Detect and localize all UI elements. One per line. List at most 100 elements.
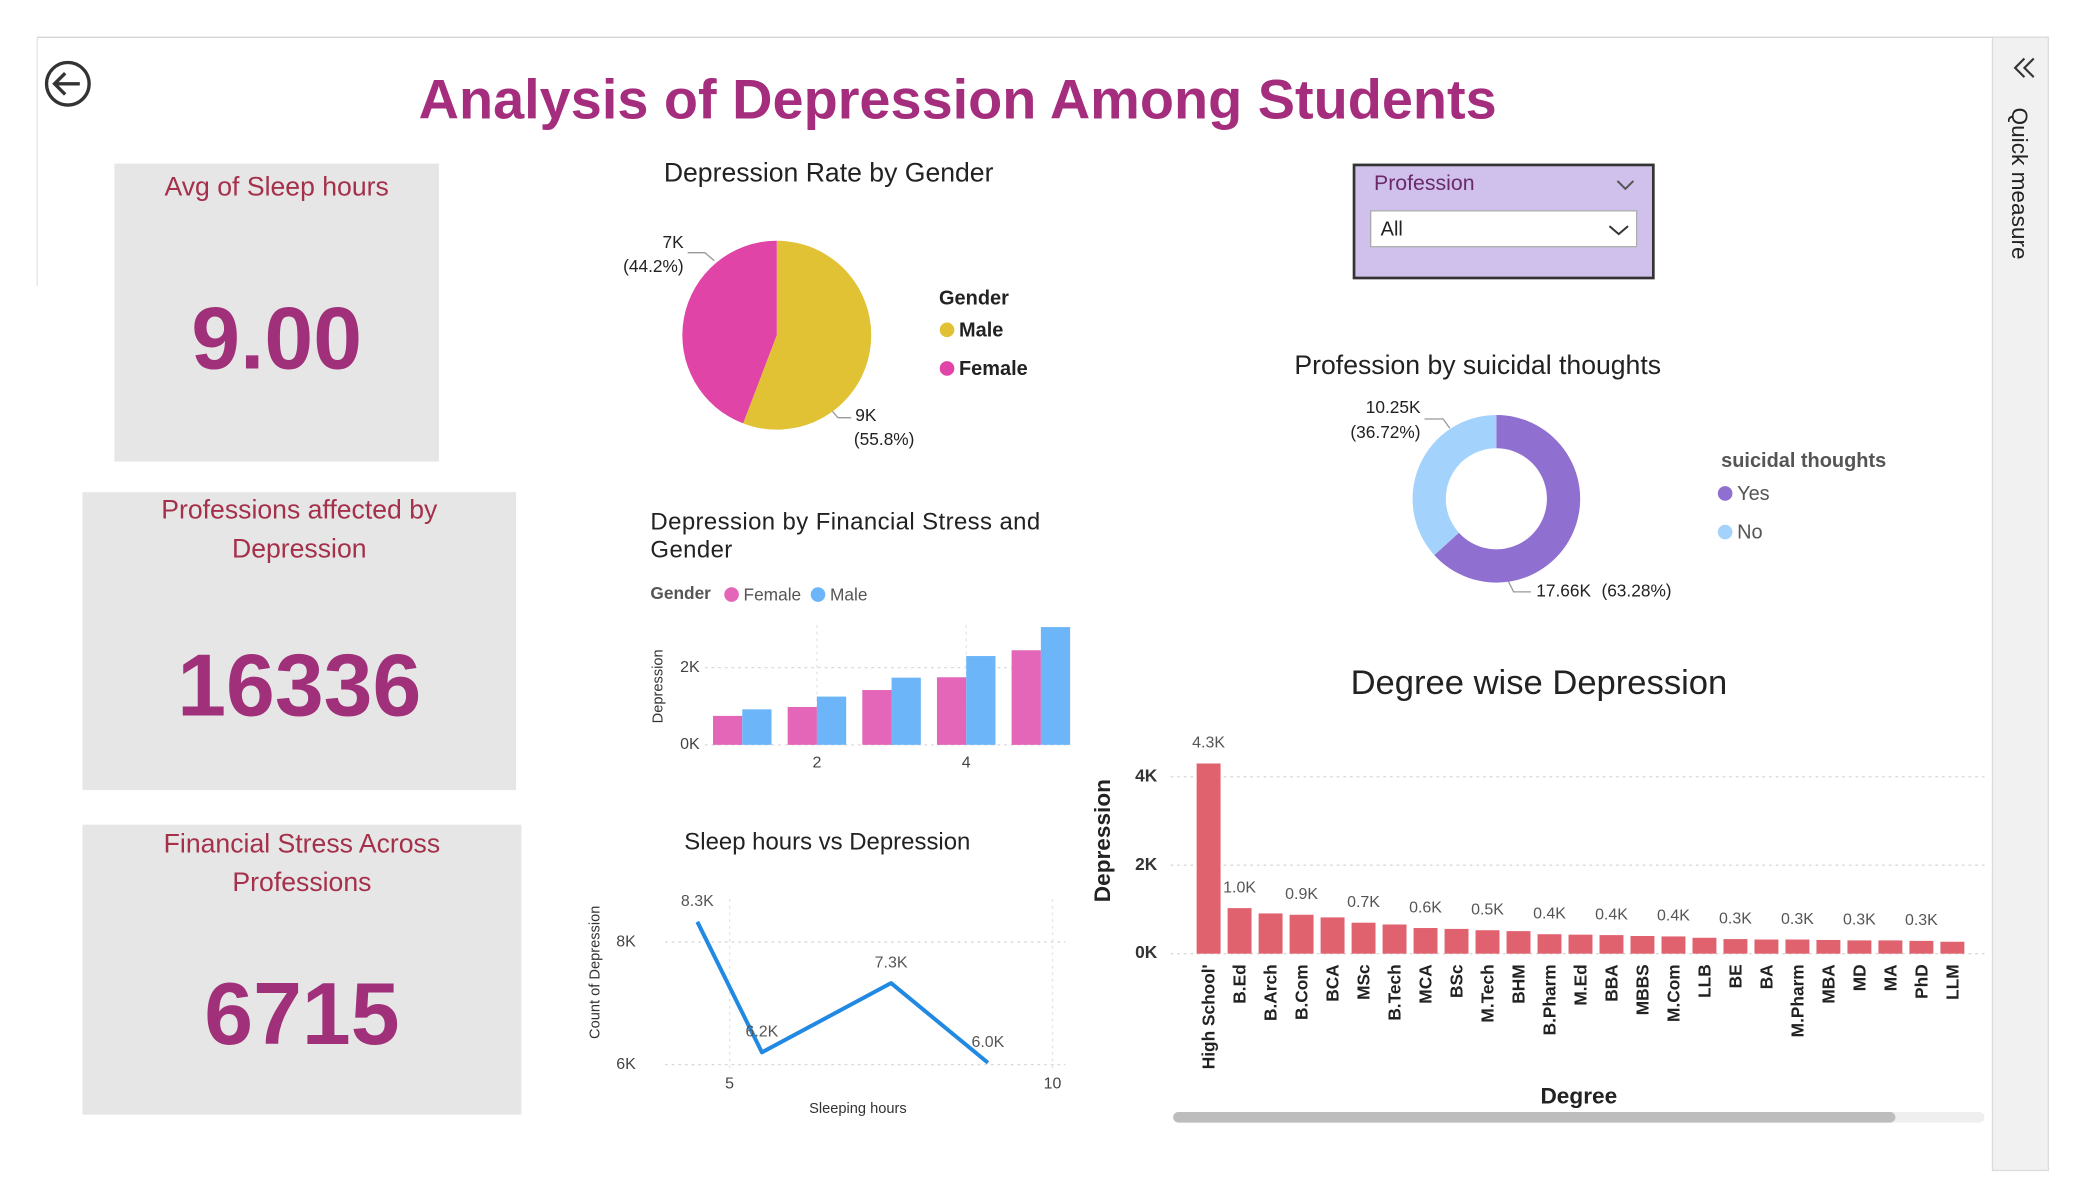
legend-title: Gender <box>939 288 1009 310</box>
bar <box>1661 936 1686 954</box>
chevron[interactable] <box>1608 223 1629 236</box>
x-tick-label: High School' <box>1198 964 1218 1069</box>
chart-title: Profession by suicidal thoughts <box>1294 350 1661 380</box>
chart-title: Degree wise Depression <box>1351 664 1728 702</box>
count-label: 7K <box>663 232 685 252</box>
y-tick-label: 8K <box>616 933 636 950</box>
bar <box>1320 917 1345 954</box>
data-label: 0.4K <box>1657 908 1690 925</box>
y-tick-label: 2K <box>1135 854 1158 874</box>
x-axis-title: Degree <box>1540 1083 1617 1108</box>
slicer: Profession All <box>1352 163 1655 280</box>
x-tick-label: M.Pharm <box>1787 964 1807 1037</box>
bar <box>1630 935 1655 954</box>
x-tick-label: BA <box>1756 964 1776 989</box>
bar <box>891 677 921 745</box>
side-panel <box>1991 36 2050 1172</box>
x-tick-label: B.Pharm <box>1539 964 1559 1035</box>
chart-title: Sleep hours vs Depression <box>684 829 970 856</box>
bar <box>936 677 967 745</box>
x-tick-label: BHM <box>1508 964 1528 1003</box>
kpi-label: Professions affected by Depression <box>161 496 438 564</box>
x-tick-label: MBBS <box>1632 964 1652 1015</box>
legend-entry: Female <box>744 584 802 604</box>
kpi-label: Financial Stress Across Professions <box>163 829 441 898</box>
data-label: 4.3K <box>1192 735 1225 752</box>
x-tick-label: LLM <box>1942 964 1962 1000</box>
bar <box>1940 941 1965 954</box>
bar <box>862 690 892 745</box>
y-axis-title: Depression <box>1090 779 1115 902</box>
data-label: 8.3K <box>681 893 714 910</box>
x-tick-label: B.Arch <box>1260 964 1280 1021</box>
chart-title: Depression Rate by Gender <box>664 157 994 187</box>
slicer-title: Profession <box>1373 172 1475 196</box>
data-label: 0.3K <box>1905 912 1938 929</box>
kpi-value: 6715 <box>204 964 400 1063</box>
data-label: (44.2%) <box>623 256 684 276</box>
bar <box>1444 928 1469 954</box>
bar <box>787 707 817 745</box>
legend-swatch <box>1717 524 1733 540</box>
slice <box>743 240 872 430</box>
kpi-label: Avg of Sleep hours <box>164 172 389 203</box>
y-axis-title: Depression <box>650 649 666 723</box>
x-tick-label: BCA <box>1322 964 1342 1002</box>
legend-entry: Male <box>959 319 1003 341</box>
x-tick-label: 2 <box>812 755 821 772</box>
side-panel-label[interactable]: Quick measure <box>2007 108 2032 260</box>
legend-swatch <box>939 361 955 376</box>
x-tick-label: M.Tech <box>1477 964 1497 1022</box>
bar <box>1258 913 1283 954</box>
bar <box>1909 940 1934 954</box>
count-label: 17.66K <box>1536 580 1591 600</box>
data-label: 6.2K <box>745 1024 778 1041</box>
data-label: 0.3K <box>1843 912 1876 929</box>
bar <box>1692 937 1717 954</box>
x-tick-label: PhD <box>1911 964 1931 999</box>
data-label: 1.0K <box>1223 879 1256 896</box>
bar <box>1475 930 1500 954</box>
legend-entry: Male <box>830 584 867 604</box>
bar <box>1382 924 1407 954</box>
slice <box>1412 414 1497 556</box>
scrollbar-thumb[interactable] <box>1173 1111 1896 1123</box>
kpi-card: Financial Stress Across Professions 6715 <box>82 824 522 1115</box>
y-tick-label: 2K <box>680 659 700 676</box>
data-label: 0.4K <box>1533 905 1566 922</box>
x-tick-label: MA <box>1880 964 1900 991</box>
y-tick-label: 0K <box>1135 942 1158 962</box>
count-label: 9K <box>855 405 877 425</box>
legend-title: Gender <box>650 583 711 603</box>
x-axis-title: Sleeping hours <box>809 1101 907 1117</box>
data-label: 0.9K <box>1285 886 1318 903</box>
x-tick-label: 4 <box>962 755 971 772</box>
data-label: 0.6K <box>1409 899 1442 916</box>
bar <box>1785 939 1810 954</box>
bar <box>1816 939 1841 954</box>
dropdown-value: All <box>1380 218 1403 241</box>
y-tick-label: 4K <box>1135 765 1158 785</box>
x-tick-label: 10 <box>1044 1075 1062 1092</box>
legend-entry: Yes <box>1737 483 1770 505</box>
dropdown[interactable]: All <box>1370 210 1638 248</box>
y-tick-label: 0K <box>680 736 700 753</box>
page-title: Analysis of Depression Among Students <box>419 67 1497 130</box>
bar <box>1289 914 1314 954</box>
bar <box>1847 940 1872 954</box>
back-button[interactable] <box>44 60 91 107</box>
collapse-icon[interactable] <box>2013 57 2035 78</box>
kpi-card: Professions affected by Depression 16336 <box>82 492 517 791</box>
bar <box>1011 650 1041 745</box>
bar <box>1599 935 1624 954</box>
legend-swatch <box>939 322 955 338</box>
chevron[interactable] <box>1616 178 1635 191</box>
kpi-card: Avg of Sleep hours 9.00 <box>114 163 439 462</box>
data-label: 0.7K <box>1347 894 1380 911</box>
bar <box>1568 934 1593 954</box>
x-tick-label: LLB <box>1694 964 1714 998</box>
x-tick-label: 5 <box>725 1075 734 1092</box>
